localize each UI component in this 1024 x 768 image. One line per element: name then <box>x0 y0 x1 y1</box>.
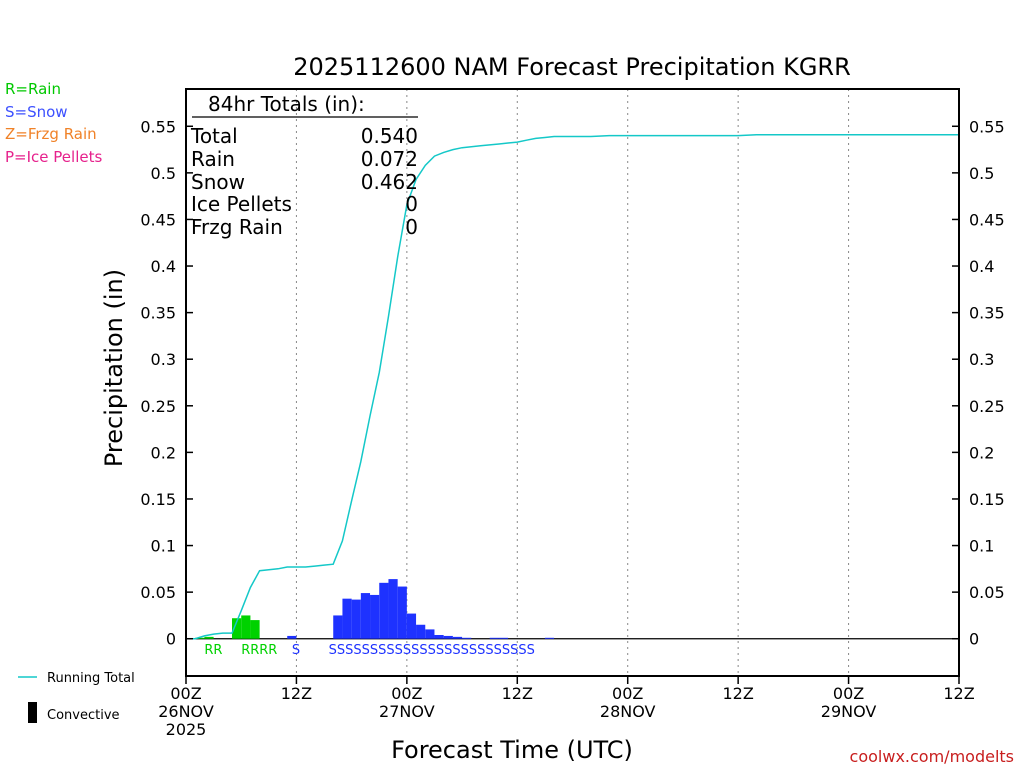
grid-lines <box>295 89 850 676</box>
totals-label-rain: Rain <box>191 147 235 171</box>
credit-link[interactable]: coolwx.com/modelts <box>850 747 1014 766</box>
precip-bar-14 <box>406 613 417 639</box>
totals-label-frzg-rain: Frzg Rain <box>191 215 283 239</box>
x-axis-title: Forecast Time (UTC) <box>391 736 633 764</box>
xtick-label-3-0: 12Z <box>502 684 533 703</box>
xtick-label-2-1: 27NOV <box>379 702 435 721</box>
ytick-label-right-0: 0 <box>969 630 979 649</box>
xtick-label-6-0: 00Z <box>833 684 864 703</box>
plot-frame <box>185 88 960 677</box>
key-freezing-rain: Z=Frzg Rain <box>5 125 97 143</box>
ytick-label-left-1: 0.05 <box>140 583 176 602</box>
ytick-label-left-3: 0.15 <box>140 490 176 509</box>
precip-bar-12 <box>388 579 398 639</box>
ytick-label-right-11: 0.55 <box>969 117 1005 136</box>
totals-value-frzg-rain: 0 <box>405 215 418 239</box>
precip-bar-13 <box>397 586 407 639</box>
xtick-label-0-1: 26NOV <box>158 702 214 721</box>
precip-bar-22 <box>498 637 509 639</box>
key-rain: R=Rain <box>5 80 61 98</box>
precip-bar-10 <box>370 594 380 639</box>
precip-bar-3 <box>241 615 251 639</box>
ytick-label-left-2: 0.1 <box>151 537 176 556</box>
ytick-label-left-7: 0.35 <box>140 304 176 323</box>
key-snow: S=Snow <box>5 103 68 121</box>
precip-bar-9 <box>360 593 371 639</box>
precip-bar-5 <box>287 635 297 639</box>
convective-legend-swatch <box>28 702 37 723</box>
series-legend: Running Total Convective <box>18 671 135 723</box>
ptype-label-3: SSSSSSSSSSSSSSSSSSSSSSSSS <box>329 643 535 658</box>
precip-bar-6 <box>333 615 343 639</box>
ytick-label-right-4: 0.2 <box>969 443 994 462</box>
precip-bar-1 <box>204 636 214 639</box>
chart-title: 2025112600 NAM Forecast Precipitation KG… <box>293 53 851 81</box>
key-ice-pellets: P=Ice Pellets <box>5 148 103 166</box>
totals-value-rain: 0.072 <box>361 147 418 171</box>
ytick-label-right-8: 0.4 <box>969 257 994 276</box>
precip-bar-18 <box>443 635 453 639</box>
totals-label-snow: Snow <box>191 170 245 194</box>
precip-bar-2 <box>232 618 242 639</box>
totals-value-total: 0.540 <box>361 124 418 148</box>
precip-bar-11 <box>379 582 389 639</box>
ytick-label-left-6: 0.3 <box>151 350 176 369</box>
precip-bar-20 <box>462 637 472 639</box>
ytick-label-left-5: 0.25 <box>140 397 176 416</box>
xtick-label-6-1: 29NOV <box>821 702 877 721</box>
ptype-label-1: RRRR <box>241 643 277 658</box>
y-axis-ticks: 0 00.05 0.050.1 0.10.15 0.150.2 0.20.25 0.250.… <box>140 117 1004 648</box>
totals-header: 84hr Totals (in): <box>208 92 365 116</box>
precip-bar-21 <box>489 637 499 639</box>
precip-bar-19 <box>452 636 463 639</box>
xtick-label-0-0: 00Z <box>170 684 201 703</box>
ytick-label-right-5: 0.25 <box>969 397 1005 416</box>
ytick-label-right-9: 0.45 <box>969 210 1005 229</box>
totals-value-ice-pellets: 0 <box>405 192 418 216</box>
xtick-label-4-0: 00Z <box>612 684 643 703</box>
ytick-label-right-3: 0.15 <box>969 490 1005 509</box>
ytick-label-right-10: 0.5 <box>969 164 994 183</box>
precip-bar-0 <box>195 637 205 639</box>
totals-box: 84hr Totals (in): Total 0.540 Rain 0.072… <box>190 92 418 239</box>
precip-bar-4 <box>250 620 260 639</box>
ytick-label-right-6: 0.3 <box>969 350 994 369</box>
running-total-line <box>186 133 959 640</box>
precip-type-labels: RR RRRR S SSSSSSSSSSSSSSSSSSSSSSSSS <box>204 643 535 658</box>
ptype-label-0: RR <box>204 643 222 658</box>
xtick-label-0-2: 2025 <box>166 720 207 739</box>
ytick-label-left-4: 0.2 <box>151 443 176 462</box>
ytick-label-left-8: 0.4 <box>151 257 176 276</box>
ytick-label-left-10: 0.5 <box>151 164 176 183</box>
ytick-label-left-0: 0 <box>166 630 176 649</box>
xtick-label-1-0: 12Z <box>281 684 312 703</box>
precip-bar-8 <box>351 599 361 639</box>
totals-label-ice-pellets: Ice Pellets <box>191 192 292 216</box>
xtick-label-2-0: 00Z <box>391 684 422 703</box>
ytick-label-right-7: 0.35 <box>969 304 1005 323</box>
totals-value-snow: 0.462 <box>361 170 418 194</box>
precip-bar-7 <box>342 598 352 639</box>
precip-bar-17 <box>434 635 444 639</box>
convective-legend-label: Convective <box>47 708 120 723</box>
running-total-legend-label: Running Total <box>47 671 135 686</box>
totals-label-total: Total <box>190 124 238 148</box>
precip-bar-16 <box>425 629 435 639</box>
precip-bars <box>195 579 555 639</box>
xtick-label-4-1: 28NOV <box>600 702 656 721</box>
ytick-label-right-2: 0.1 <box>969 537 994 556</box>
ytick-label-right-1: 0.05 <box>969 583 1005 602</box>
xtick-label-7-0: 12Z <box>943 684 974 703</box>
precip-bar-15 <box>416 624 426 639</box>
ytick-label-left-9: 0.45 <box>140 210 176 229</box>
ytick-label-left-11: 0.55 <box>140 117 176 136</box>
xtick-label-5-0: 12Z <box>722 684 753 703</box>
ptype-label-2: S <box>292 643 300 658</box>
y-axis-title: Precipitation (in) <box>100 269 128 467</box>
precip-bar-23 <box>544 637 555 639</box>
